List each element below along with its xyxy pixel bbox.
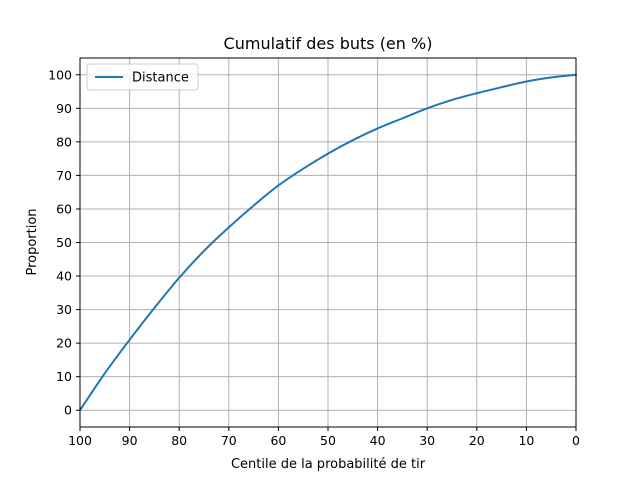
x-tick-label: 90 bbox=[122, 433, 138, 448]
x-tick-label: 30 bbox=[419, 433, 435, 448]
chart-title: Cumulatif des buts (en %) bbox=[224, 34, 433, 53]
x-tick-label: 20 bbox=[469, 433, 485, 448]
y-tick-label: 60 bbox=[56, 201, 72, 216]
x-tick-label: 80 bbox=[171, 433, 187, 448]
x-tick-label: 100 bbox=[68, 433, 92, 448]
y-tick-label: 100 bbox=[48, 67, 72, 82]
y-tick-label: 80 bbox=[56, 134, 72, 149]
legend: Distance bbox=[86, 63, 199, 91]
legend-box bbox=[86, 63, 199, 91]
y-axis-label: Proportion bbox=[25, 208, 40, 275]
y-tick-label: 10 bbox=[56, 369, 72, 384]
x-axis-label: Centile de la probabilité de tir bbox=[231, 457, 426, 472]
y-tick-label: 20 bbox=[56, 336, 72, 351]
legend-entry-label: Distance bbox=[132, 71, 189, 86]
y-tick-label: 40 bbox=[56, 269, 72, 284]
y-tick-label: 90 bbox=[56, 101, 72, 116]
x-tick-label: 10 bbox=[518, 433, 534, 448]
y-tick-label: 30 bbox=[56, 302, 72, 317]
x-tick-label: 0 bbox=[572, 433, 580, 448]
y-tick-label: 50 bbox=[56, 235, 72, 250]
y-axis: 0 10 20 30 40 50 60 70 80 90 100 bbox=[48, 67, 80, 418]
x-tick-label: 40 bbox=[370, 433, 386, 448]
series-line-distance bbox=[79, 73, 577, 412]
x-tick-label: 70 bbox=[221, 433, 237, 448]
y-tick-label: 0 bbox=[64, 403, 72, 418]
x-tick-label: 60 bbox=[270, 433, 286, 448]
series-layer bbox=[79, 73, 577, 412]
y-tick-label: 70 bbox=[56, 168, 72, 183]
x-axis: 100 90 80 70 60 50 40 30 20 10 0 bbox=[68, 427, 580, 448]
x-tick-label: 50 bbox=[320, 433, 336, 448]
